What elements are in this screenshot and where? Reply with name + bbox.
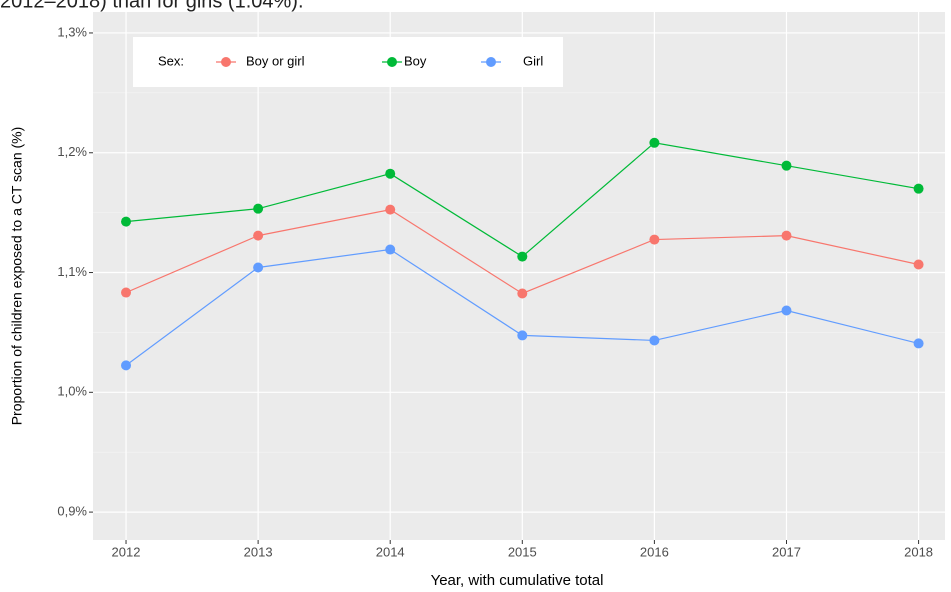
data-point <box>253 262 264 273</box>
y-tick-label: 1,0% <box>57 384 87 399</box>
data-point <box>385 244 396 255</box>
y-tick-label: 1,2% <box>57 144 87 159</box>
x-tick-label: 2015 <box>508 544 537 559</box>
data-point <box>649 137 660 148</box>
data-point <box>781 160 792 171</box>
y-tick-label: 0,9% <box>57 504 87 519</box>
marks <box>121 137 924 371</box>
x-tick-label: 2016 <box>640 544 669 559</box>
data-point <box>121 287 132 298</box>
x-tick-label: 2014 <box>376 544 405 559</box>
legend-label: Boy or girl <box>246 53 305 68</box>
grid <box>93 12 945 540</box>
text-above: 2012–2018) than for girls (1.04%). <box>0 0 304 12</box>
data-point <box>913 338 924 349</box>
data-point <box>913 183 924 194</box>
data-point <box>517 288 528 299</box>
plot-panel <box>93 12 945 540</box>
data-point <box>517 330 528 341</box>
y-axis-label: Proportion of children exposed to a CT s… <box>9 127 25 426</box>
x-tick-label: 2018 <box>904 544 933 559</box>
legend-key <box>486 57 496 67</box>
data-point <box>121 216 132 227</box>
x-tick-label: 2012 <box>112 544 141 559</box>
legend-title: Sex: <box>158 53 184 68</box>
data-point <box>517 251 528 262</box>
data-point <box>385 204 396 215</box>
data-point <box>253 203 264 214</box>
data-point <box>649 335 660 346</box>
legend-key <box>387 57 397 67</box>
data-point <box>385 168 396 179</box>
x-axis-label: Year, with cumulative total <box>431 572 604 589</box>
y-tick-label: 1,1% <box>57 264 87 279</box>
legend-key <box>221 57 231 67</box>
data-point <box>913 259 924 270</box>
data-point <box>253 230 264 241</box>
x-tick-label: 2013 <box>244 544 273 559</box>
data-point <box>121 360 132 371</box>
x-tick-label: 2017 <box>772 544 801 559</box>
data-point <box>781 305 792 316</box>
data-point <box>781 230 792 241</box>
data-point <box>649 234 660 245</box>
legend-label: Girl <box>523 53 543 68</box>
legend-label: Boy <box>404 53 427 68</box>
y-tick-label: 1,3% <box>57 24 87 39</box>
